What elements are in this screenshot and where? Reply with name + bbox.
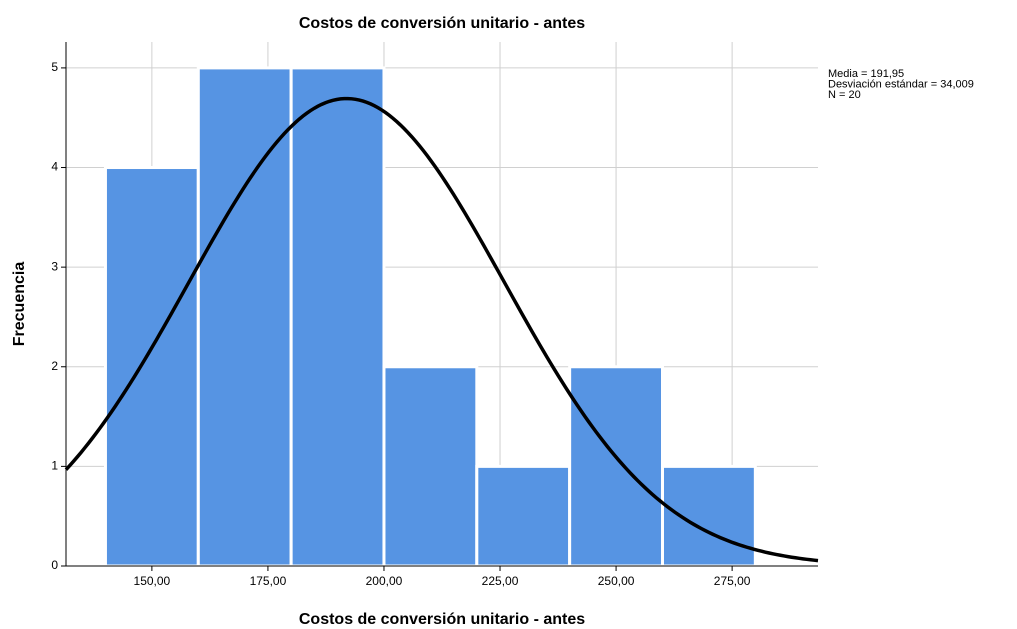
- bar: [196, 66, 293, 568]
- x-tick-label: 175,00: [250, 574, 287, 588]
- chart-title: Costos de conversión unitario - antes: [299, 15, 585, 32]
- y-tick-label: 4: [51, 160, 58, 174]
- bar: [568, 365, 664, 568]
- stat-label: N = 20: [828, 89, 861, 101]
- stat-label: Desviación estándar = 34,009: [828, 78, 974, 90]
- y-tick-label: 5: [51, 60, 58, 74]
- y-tick-label: 3: [51, 259, 58, 273]
- x-axis-label: Costos de conversión unitario - antes: [299, 611, 585, 628]
- y-tick-label: 1: [51, 459, 58, 473]
- y-axis-label: Frecuencia: [11, 262, 28, 347]
- x-tick-label: 225,00: [482, 574, 519, 588]
- y-tick-label: 0: [51, 558, 58, 572]
- x-tick-label: 200,00: [366, 574, 403, 588]
- x-tick-label: 150,00: [134, 574, 171, 588]
- bar: [103, 166, 200, 568]
- x-tick-label: 275,00: [714, 574, 751, 588]
- bar: [289, 66, 386, 568]
- stat-label: Media = 191,95: [828, 68, 904, 80]
- bar: [475, 464, 572, 568]
- x-tick-label: 250,00: [598, 574, 635, 588]
- y-tick-label: 2: [51, 359, 58, 373]
- bar: [382, 365, 479, 568]
- bar: [660, 464, 757, 568]
- normal-curve: [64, 96, 819, 563]
